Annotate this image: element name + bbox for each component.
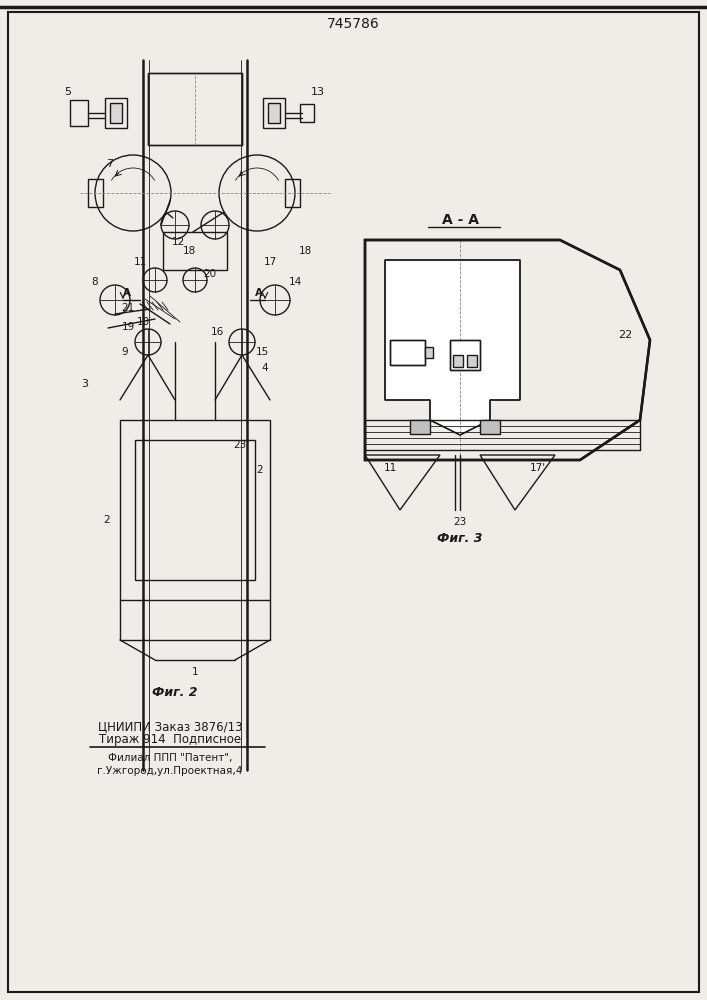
- Text: Фиг. 3: Фиг. 3: [437, 532, 483, 544]
- Bar: [480, 420, 500, 434]
- Bar: [390, 340, 425, 365]
- Text: 21: 21: [122, 303, 134, 313]
- Bar: [120, 420, 270, 600]
- Text: 18: 18: [182, 246, 196, 256]
- Text: А: А: [255, 288, 263, 298]
- Text: 11: 11: [383, 463, 397, 473]
- Text: 7: 7: [107, 159, 114, 169]
- Polygon shape: [365, 240, 650, 460]
- Text: 14: 14: [288, 277, 302, 287]
- Text: 23: 23: [233, 440, 247, 450]
- Bar: [390, 340, 425, 365]
- Bar: [148, 73, 242, 145]
- Text: 8: 8: [92, 277, 98, 287]
- Text: 12: 12: [171, 237, 185, 247]
- Bar: [410, 420, 430, 434]
- Text: 17': 17': [530, 463, 546, 473]
- Text: 4: 4: [262, 363, 269, 373]
- Bar: [88, 179, 103, 207]
- Text: 15: 15: [255, 347, 269, 357]
- Text: 17: 17: [264, 257, 276, 267]
- Text: 5: 5: [64, 87, 71, 97]
- Bar: [467, 355, 477, 367]
- Text: г.Ужгород,ул.Проектная,4: г.Ужгород,ул.Проектная,4: [98, 766, 243, 776]
- Bar: [110, 103, 122, 123]
- Text: 22: 22: [618, 330, 632, 340]
- Text: 20: 20: [204, 269, 216, 279]
- Text: А - А: А - А: [441, 213, 479, 227]
- Bar: [163, 232, 227, 270]
- Text: 3: 3: [81, 379, 88, 389]
- Text: 16: 16: [211, 327, 223, 337]
- Text: 745786: 745786: [327, 17, 380, 31]
- Text: Фиг. 2: Фиг. 2: [152, 686, 198, 698]
- Bar: [105, 98, 127, 128]
- Bar: [268, 103, 280, 123]
- Bar: [148, 73, 242, 145]
- Bar: [450, 340, 480, 370]
- Bar: [285, 179, 300, 207]
- Bar: [300, 104, 314, 122]
- Text: 2: 2: [257, 465, 263, 475]
- Text: 10: 10: [136, 317, 150, 327]
- Text: 13: 13: [311, 87, 325, 97]
- Text: 11: 11: [134, 257, 146, 267]
- Text: 19: 19: [122, 322, 134, 332]
- Text: 23: 23: [453, 517, 467, 527]
- Text: 2: 2: [104, 515, 110, 525]
- Bar: [70, 100, 88, 126]
- Text: Филиал ППП "Патент",: Филиал ППП "Патент",: [107, 753, 232, 763]
- Bar: [450, 340, 480, 370]
- Bar: [425, 347, 433, 358]
- Text: 9: 9: [122, 347, 128, 357]
- Text: А: А: [123, 288, 131, 298]
- Bar: [453, 355, 463, 367]
- Polygon shape: [385, 260, 520, 435]
- Text: 18: 18: [298, 246, 312, 256]
- Text: ЦНИИПИ Заказ 3876/13: ЦНИИПИ Заказ 3876/13: [98, 720, 243, 734]
- Bar: [263, 98, 285, 128]
- Text: Тираж 914  Подписное: Тираж 914 Подписное: [99, 734, 241, 746]
- Bar: [135, 440, 255, 580]
- Text: 1: 1: [192, 667, 198, 677]
